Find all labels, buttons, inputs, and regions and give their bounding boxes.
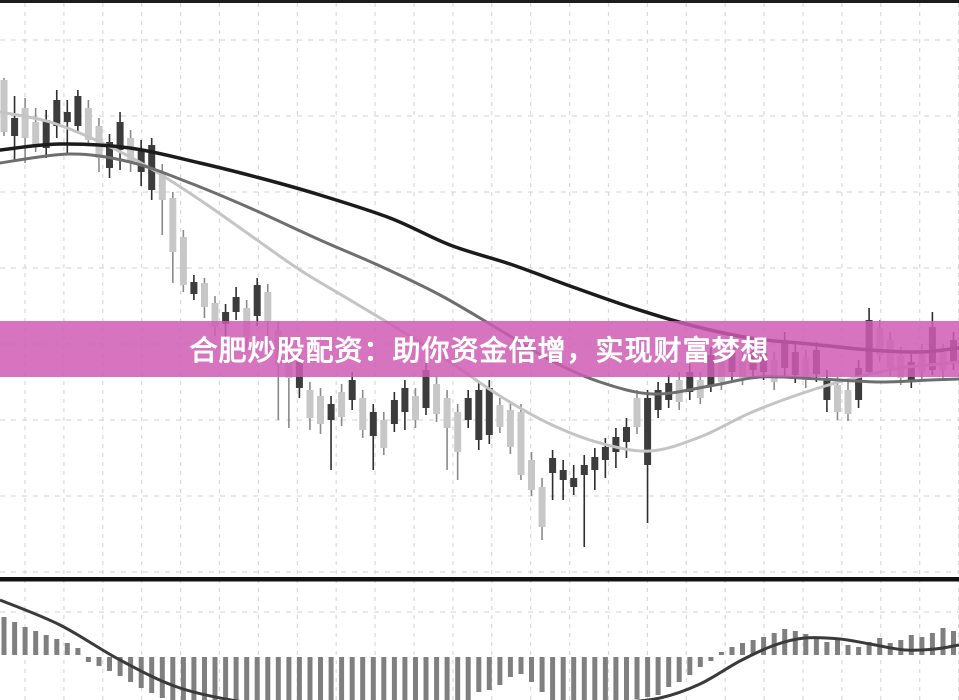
top-border-bar [0,0,959,3]
macd-histogram [1,617,956,700]
panel-separator [0,577,959,582]
promo-banner[interactable]: 合肥炒股配资：助你资金倍增，实现财富梦想 [0,321,959,377]
ma-fast-line [0,110,959,453]
macd-signal-line [0,598,959,700]
promo-banner-text: 合肥炒股配资：助你资金倍增，实现财富梦想 [189,335,770,366]
